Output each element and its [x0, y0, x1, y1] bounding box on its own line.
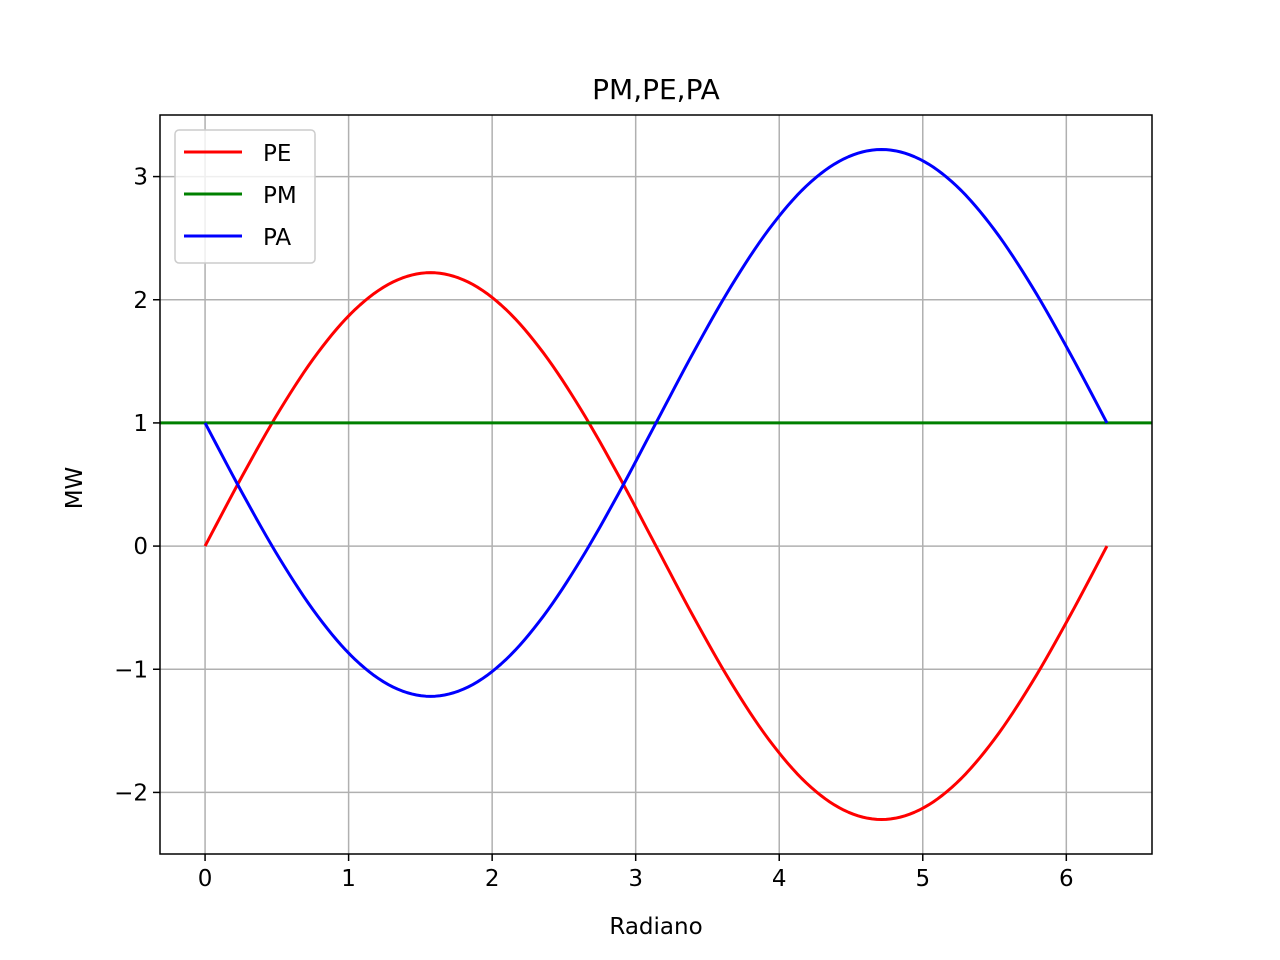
x-tick-label: 3 [628, 866, 643, 892]
y-axis-label: MW [62, 467, 88, 510]
x-tick-label: 1 [341, 866, 356, 892]
y-tick-label: 3 [133, 165, 148, 191]
series-layer [160, 147, 1152, 822]
y-axis-ticks: −2 −1 0 1 2 3 [114, 165, 160, 806]
y-tick-label: 1 [133, 411, 148, 437]
y-tick-label: −1 [114, 657, 148, 683]
chart-title: PM,PE,PA [592, 73, 720, 106]
plot-frame [159, 114, 1153, 855]
y-tick-label: 0 [133, 534, 148, 560]
x-tick-label: 5 [915, 866, 930, 892]
x-tick-label: 2 [485, 866, 500, 892]
series-line-pa [203, 147, 1109, 698]
y-tick-label: 2 [133, 288, 148, 314]
x-tick-label: 4 [772, 866, 787, 892]
x-tick-label: 0 [198, 866, 213, 892]
x-axis-ticks: 0 1 2 3 4 5 6 [198, 854, 1074, 892]
series-line-pe [203, 271, 1109, 822]
x-axis-label: Radiano [609, 914, 702, 940]
legend-box [174, 129, 316, 264]
legend-label-pm: PM [263, 183, 297, 209]
y-tick-label: −2 [114, 780, 148, 806]
legend-label-pe: PE [263, 141, 291, 167]
legend: PE PM PA [174, 129, 316, 264]
plot-area-background [160, 115, 1152, 854]
legend-label-pa: PA [263, 225, 291, 251]
x-tick-label: 6 [1059, 866, 1074, 892]
